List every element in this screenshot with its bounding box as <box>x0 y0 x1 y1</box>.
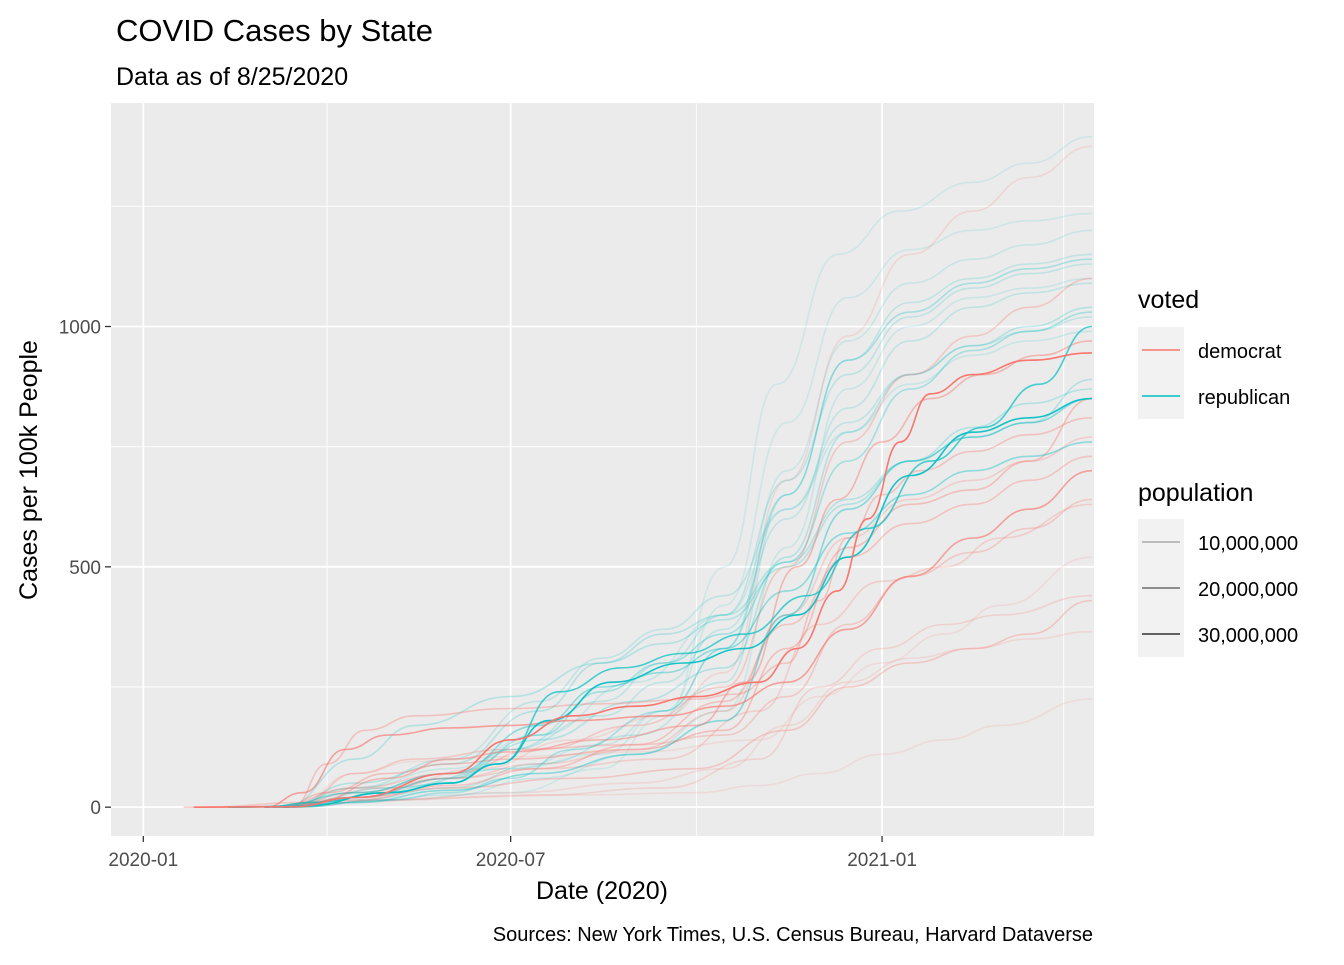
series-line-democrat-14 <box>282 145 1093 808</box>
legend-voted-title: voted <box>1138 286 1199 314</box>
series-line-republican-23 <box>282 229 1093 808</box>
series-line-democrat-9 <box>272 599 1093 808</box>
series-line-democrat-2 <box>264 469 1093 808</box>
series-line-republican-32 <box>282 253 1093 808</box>
legend-voted: voted democrat republican <box>1138 286 1290 419</box>
y-axis: 0 500 1000 <box>59 318 111 819</box>
series-line-republican-26 <box>282 378 1093 808</box>
series-line-republican-27 <box>282 316 1093 808</box>
series-line-democrat-12 <box>264 455 1093 808</box>
series-line-democrat-0 <box>183 417 1093 808</box>
x-axis-label: Date (2020) <box>536 877 668 905</box>
x-tick-label: 2020-01 <box>108 850 178 871</box>
minor-gridlines <box>111 103 1094 836</box>
series-line-republican-18 <box>292 258 1093 808</box>
x-tick-label: 2020-07 <box>476 850 546 871</box>
series-line-democrat-5 <box>282 397 1093 808</box>
series-line-democrat-7 <box>292 630 1093 808</box>
series-line-republican-25 <box>282 388 1093 808</box>
series-line-democrat-10 <box>272 594 1093 808</box>
series-line-democrat-1 <box>193 352 1093 808</box>
y-tick-label: 1000 <box>59 318 101 339</box>
series-line-republican-20 <box>292 212 1093 808</box>
x-axis: 2020-01 2020-07 2021-01 <box>108 836 917 871</box>
series-line-democrat-8 <box>282 503 1093 808</box>
x-tick-label: 2021-01 <box>847 850 917 871</box>
series-line-republican-19 <box>292 135 1093 808</box>
chart-title: COVID Cases by State <box>116 13 433 48</box>
series-lines <box>183 135 1093 808</box>
legend-label-30m: 30,000,000 <box>1198 625 1298 647</box>
legend-label-10m: 10,000,000 <box>1198 533 1298 555</box>
legend-label-democrat: democrat <box>1198 341 1282 363</box>
series-line-republican-16 <box>228 397 1093 808</box>
chart-subtitle: Data as of 8/25/2020 <box>116 63 348 91</box>
legend-key-bg <box>1138 519 1184 565</box>
legend-population-title: population <box>1138 479 1253 507</box>
series-line-republican-24 <box>282 330 1093 808</box>
series-line-republican-33 <box>282 277 1093 808</box>
series-line-democrat-11 <box>282 436 1093 808</box>
series-line-republican-29 <box>282 311 1093 808</box>
chart-caption: Sources: New York Times, U.S. Census Bur… <box>493 924 1093 946</box>
legend-population: population 10,000,000 20,000,000 30,000,… <box>1138 479 1298 657</box>
y-axis-label: Cases per 100k People <box>15 340 43 600</box>
series-line-republican-30 <box>272 397 1093 808</box>
legend-label-republican: republican <box>1198 387 1290 409</box>
series-line-democrat-6 <box>292 698 1093 808</box>
series-line-democrat-4 <box>264 340 1093 808</box>
y-tick-label: 0 <box>90 798 101 819</box>
series-line-democrat-15 <box>292 556 1093 808</box>
series-line-democrat-3 <box>205 498 1093 808</box>
legend-label-20m: 20,000,000 <box>1198 579 1298 601</box>
y-tick-label: 500 <box>69 558 101 579</box>
series-line-republican-22 <box>282 282 1093 808</box>
plot-panel <box>111 103 1094 836</box>
